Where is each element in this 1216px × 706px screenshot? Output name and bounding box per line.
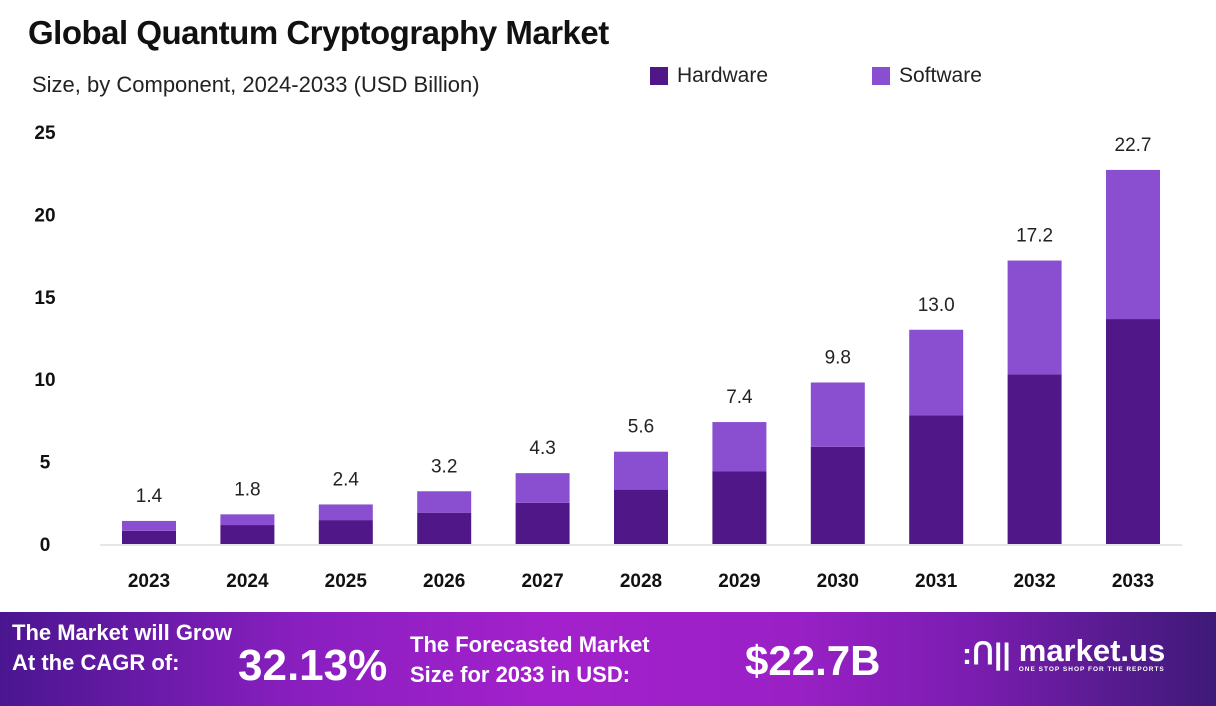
data-label-total: 1.8	[234, 479, 260, 500]
data-label-total: 1.4	[136, 486, 163, 507]
data-label-total: 13.0	[918, 295, 955, 316]
y-tick-label: 10	[34, 370, 55, 391]
forecast-label-line2: Size for 2033 in USD:	[410, 662, 631, 687]
x-tick-label: 2031	[915, 571, 958, 592]
bar-hardware-2025	[318, 520, 373, 544]
bar-hardware-2030	[810, 446, 865, 544]
x-tick-label: 2027	[521, 571, 563, 592]
y-tick-label: 25	[34, 123, 56, 144]
x-tick-label: 2032	[1013, 571, 1055, 592]
bar-software-2030	[810, 382, 865, 447]
legend-item-hardware: Hardware	[650, 64, 768, 88]
bar-software-2024	[220, 514, 275, 526]
logo-text: market.us	[1018, 633, 1166, 668]
bar-software-2026	[417, 491, 472, 513]
data-label-total: 2.4	[333, 469, 360, 490]
legend-label: Hardware	[677, 64, 769, 87]
x-tick-label: 2028	[620, 571, 662, 592]
stacked-bar-chart: 05101520251.420231.820242.420253.220264.…	[34, 123, 1182, 592]
x-tick-label: 2033	[1112, 571, 1154, 592]
bar-hardware-2023	[122, 530, 176, 544]
y-tick-label: 5	[40, 453, 51, 474]
y-tick-label: 15	[34, 288, 56, 309]
x-tick-label: 2024	[226, 571, 269, 592]
logo-tagline: ONE STOP SHOP FOR THE REPORTS	[1018, 666, 1165, 673]
forecast-label: The Forecasted Market Size for 2033 in U…	[410, 630, 650, 690]
bar-software-2029	[712, 422, 767, 472]
x-tick-label: 2030	[817, 571, 859, 592]
legend-label: Software	[899, 64, 982, 87]
x-tick-label: 2023	[128, 571, 170, 592]
x-tick-label: 2029	[718, 571, 760, 592]
forecast-value: $22.7B	[745, 637, 881, 684]
logo-mark-icon: :ᑎ||	[962, 638, 1011, 671]
bar-software-2028	[614, 451, 668, 490]
data-label-total: 3.2	[431, 456, 457, 477]
market-us-logo: :ᑎ|| market.us ONE STOP SHOP FOR THE REP…	[962, 633, 1166, 673]
bar-hardware-2027	[515, 502, 570, 544]
legend-swatch-hardware	[650, 67, 668, 85]
bar-software-2023	[122, 520, 176, 531]
bar-software-2033	[1106, 169, 1160, 320]
cagr-value: 32.13%	[238, 641, 388, 690]
legend-swatch-software	[872, 67, 890, 85]
bar-software-2027	[515, 473, 570, 503]
bar-software-2032	[1007, 260, 1062, 375]
bar-software-2031	[909, 329, 964, 416]
cagr-label-line2: At the CAGR of:	[12, 650, 180, 675]
cagr-label-line1: The Market will Grow	[12, 620, 233, 645]
legend-item-software: Software	[872, 64, 982, 88]
y-tick-label: 0	[40, 535, 51, 556]
bar-hardware-2026	[417, 512, 472, 544]
x-tick-label: 2026	[423, 571, 465, 592]
data-label-total: 7.4	[726, 387, 753, 408]
data-label-total: 4.3	[529, 438, 555, 459]
bar-hardware-2032	[1007, 374, 1062, 544]
bar-software-2025	[318, 504, 373, 521]
data-label-total: 17.2	[1016, 226, 1053, 247]
data-label-total: 22.7	[1115, 135, 1152, 156]
x-tick-label: 2025	[325, 571, 368, 592]
bar-hardware-2029	[712, 471, 767, 544]
bar-hardware-2033	[1106, 319, 1160, 544]
data-label-total: 5.6	[628, 417, 654, 438]
y-tick-label: 20	[34, 205, 55, 226]
cagr-label: The Market will Grow At the CAGR of:	[12, 618, 232, 678]
data-label-total: 9.8	[825, 347, 851, 368]
forecast-label-line1: The Forecasted Market	[410, 632, 650, 657]
bar-hardware-2031	[909, 415, 964, 544]
bar-hardware-2028	[614, 489, 668, 544]
chart-subtitle: Size, by Component, 2024-2033 (USD Billi…	[32, 72, 480, 97]
bar-hardware-2024	[220, 525, 275, 544]
footer-banner: The Market will Grow At the CAGR of: 32.…	[0, 612, 1216, 706]
chart-title: Global Quantum Cryptography Market	[28, 14, 609, 51]
